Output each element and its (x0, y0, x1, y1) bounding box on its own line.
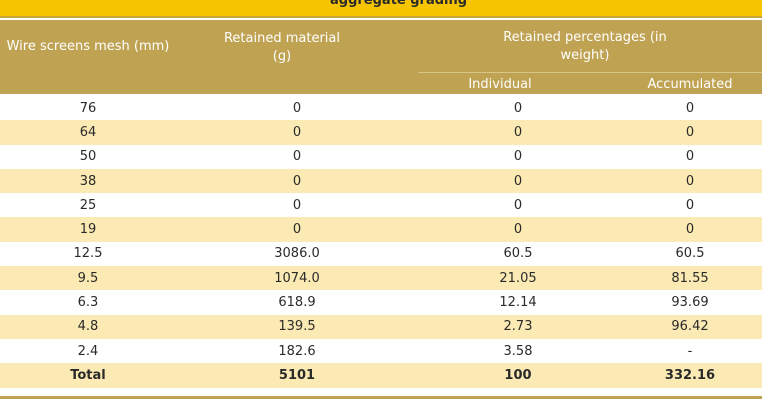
cell-accumulated: 93.69 (671, 295, 709, 311)
cell-accumulated: 81.55 (618, 266, 762, 291)
bottom-rule (0, 396, 762, 399)
cell-mesh: 6.3 (77, 295, 99, 311)
cell-accumulated: 0 (685, 100, 695, 116)
cell-retained: 0 (292, 100, 302, 116)
cell-mesh: 64 (0, 120, 176, 145)
table-row: 12.5 3086.0 60.5 60.5 (0, 242, 762, 266)
cell-mesh: 25 (79, 197, 97, 213)
table-row: 4.8 139.5 2.73 96.42 (0, 314, 762, 339)
cell-accumulated: 0 (618, 168, 762, 194)
cell-total-individual: 100 (418, 363, 618, 388)
cell-individual: 0 (418, 120, 618, 145)
table-row: 50 0 0 0 (0, 145, 762, 169)
cell-mesh: 19 (0, 217, 176, 242)
cell-retained: 139.5 (176, 314, 418, 339)
header-divider (418, 72, 762, 73)
cell-individual: 2.73 (418, 314, 618, 339)
cell-mesh: 38 (0, 168, 176, 194)
header-individual: Individual (468, 77, 532, 92)
cell-accumulated: - (687, 343, 693, 359)
table-row: 25 0 0 0 (0, 193, 762, 217)
table-title: aggregate grading (330, 0, 468, 8)
cell-accumulated: 0 (618, 217, 762, 242)
table-row: 2.4 182.6 3.58 - (0, 339, 762, 363)
table-row: 6.3 618.9 12.14 93.69 (0, 290, 762, 314)
header-mesh: Wire screens mesh (mm) (6, 39, 170, 54)
cell-accumulated: 0 (618, 120, 762, 145)
cell-individual: 21.05 (418, 266, 618, 291)
cell-mesh: 50 (79, 149, 97, 165)
cell-mesh: 2.4 (77, 343, 99, 359)
cell-retained: 0 (292, 149, 302, 165)
grading-table: 76 0 0 0 64 0 0 0 50 0 0 0 38 0 0 0 25 0… (0, 96, 762, 388)
cell-accumulated: 0 (685, 197, 695, 213)
cell-individual: 0 (513, 149, 523, 165)
cell-individual: 0 (418, 168, 618, 194)
total-row: Total 5101 100 332.16 (0, 363, 762, 388)
cell-mesh: 76 (79, 100, 97, 116)
cell-retained: 0 (176, 217, 418, 242)
cell-retained: 0 (176, 120, 418, 145)
cell-retained: 0 (292, 197, 302, 213)
cell-retained: 3086.0 (274, 246, 320, 262)
cell-accumulated: 0 (685, 149, 695, 165)
cell-individual: 0 (418, 217, 618, 242)
cell-mesh: 9.5 (0, 266, 176, 291)
cell-accumulated: 96.42 (618, 314, 762, 339)
table-row: 76 0 0 0 (0, 96, 762, 120)
cell-mesh: 12.5 (73, 246, 103, 262)
cell-total-label: Total (0, 363, 176, 388)
cell-individual: 12.14 (499, 295, 537, 311)
cell-individual: 0 (513, 100, 523, 116)
cell-retained: 618.9 (278, 295, 316, 311)
cell-retained: 182.6 (278, 343, 316, 359)
table-title-bar: aggregate grading (0, 0, 762, 18)
cell-individual: 0 (513, 197, 523, 213)
cell-accumulated: 60.5 (675, 246, 705, 262)
cell-individual: 60.5 (503, 246, 533, 262)
cell-mesh: 4.8 (0, 314, 176, 339)
cell-total-retained: 5101 (176, 363, 418, 388)
table-header: Wire screens mesh (mm) Retained material… (0, 20, 762, 94)
cell-total-accumulated: 332.16 (618, 363, 762, 388)
header-retained-percentages: Retained percentages (in weight) (503, 30, 667, 63)
table-row: 38 0 0 0 (0, 168, 762, 194)
cell-retained: 1074.0 (176, 266, 418, 291)
cell-retained: 0 (176, 168, 418, 194)
header-accumulated: Accumulated (647, 77, 733, 92)
table-row: 64 0 0 0 (0, 120, 762, 145)
cell-individual: 3.58 (503, 343, 533, 359)
table-row: 9.5 1074.0 21.05 81.55 (0, 266, 762, 291)
table-row: 19 0 0 0 (0, 217, 762, 242)
header-retained-material: Retained material (g) (223, 31, 340, 64)
